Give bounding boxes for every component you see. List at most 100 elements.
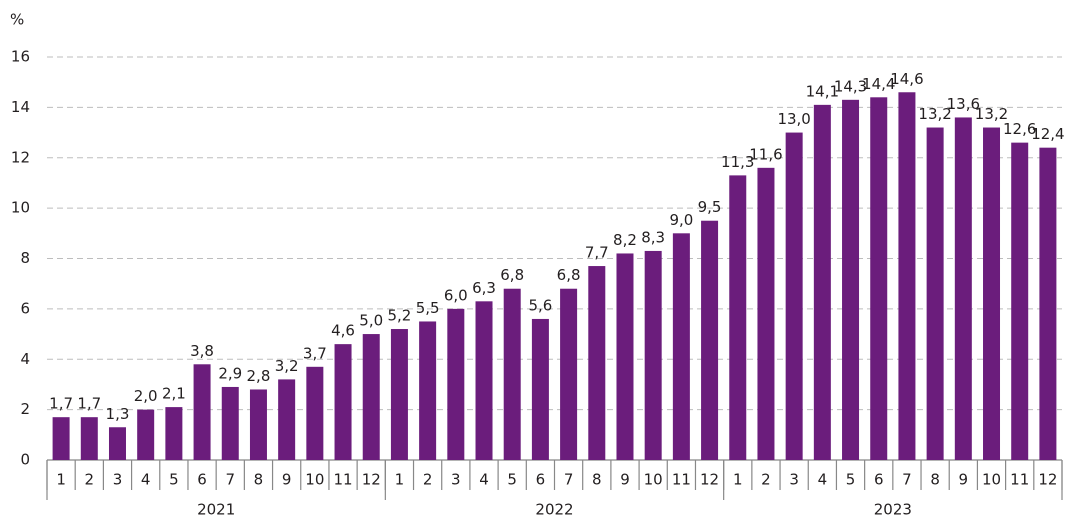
bar <box>137 409 155 460</box>
bar <box>108 427 126 460</box>
value-label: 1,7 <box>49 395 73 413</box>
bar <box>1011 142 1029 460</box>
bar <box>701 220 719 460</box>
bar <box>475 301 493 460</box>
value-label: 5,2 <box>388 307 412 325</box>
x-tick-label: 11 <box>672 471 691 489</box>
value-label: 14,1 <box>806 82 839 100</box>
value-label: 4,6 <box>331 322 355 340</box>
bar <box>785 132 803 460</box>
value-label: 2,9 <box>218 364 242 382</box>
x-tick-label: 9 <box>959 471 969 489</box>
group-label: 2023 <box>874 501 912 518</box>
value-label: 13,6 <box>947 95 980 113</box>
bar <box>644 250 662 460</box>
bar <box>165 407 183 460</box>
value-label: 13,2 <box>975 105 1008 123</box>
value-label: 13,2 <box>918 105 951 123</box>
bar <box>278 379 296 460</box>
value-label: 8,3 <box>641 228 665 246</box>
x-tick-label: 5 <box>846 471 856 489</box>
bar <box>249 389 267 460</box>
value-label: 7,7 <box>585 244 609 262</box>
x-tick-label: 2 <box>761 471 771 489</box>
x-tick-label: 11 <box>333 471 352 489</box>
bar <box>80 417 98 460</box>
value-label: 11,6 <box>749 145 782 163</box>
value-label: 12,6 <box>1003 120 1036 138</box>
value-label: 14,6 <box>890 70 923 88</box>
bar <box>193 364 211 460</box>
value-label: 3,7 <box>303 344 327 362</box>
bar <box>898 92 916 460</box>
bar <box>531 318 549 460</box>
x-tick-label: 10 <box>305 471 324 489</box>
x-tick-label: 3 <box>451 471 461 489</box>
value-label: 6,0 <box>444 286 468 304</box>
bar <box>503 288 521 460</box>
bar <box>447 308 465 460</box>
bar <box>616 253 634 460</box>
x-tick-label: 6 <box>536 471 546 489</box>
x-tick-label: 7 <box>564 471 574 489</box>
bar <box>813 104 831 460</box>
bar <box>757 167 775 460</box>
bar <box>983 127 1001 461</box>
value-label: 1,3 <box>106 405 130 423</box>
bar <box>52 417 70 460</box>
value-label: 5,5 <box>416 299 440 317</box>
bar <box>1039 147 1057 461</box>
x-tick-label: 6 <box>197 471 207 489</box>
y-tick-label: 14 <box>11 98 30 116</box>
y-tick-label: 0 <box>20 451 30 469</box>
bar <box>729 175 747 460</box>
value-label: 5,6 <box>528 296 552 314</box>
value-label: 9,5 <box>698 198 722 216</box>
y-tick-label: 10 <box>11 199 30 217</box>
value-label: 2,1 <box>162 385 186 403</box>
x-tick-label: 10 <box>644 471 663 489</box>
x-tick-label: 9 <box>282 471 292 489</box>
y-axis-label: % <box>10 11 24 29</box>
value-label: 6,8 <box>557 266 581 284</box>
group-label: 2021 <box>197 501 235 518</box>
value-label: 9,0 <box>669 211 693 229</box>
x-tick-label: 8 <box>254 471 264 489</box>
value-label: 14,3 <box>834 77 867 95</box>
y-tick-label: 4 <box>20 350 30 368</box>
value-label: 5,0 <box>359 312 383 330</box>
x-tick-label: 5 <box>169 471 179 489</box>
x-tick-label: 9 <box>620 471 630 489</box>
value-label: 1,7 <box>77 395 101 413</box>
value-label: 14,4 <box>862 75 895 93</box>
x-tick-label: 2 <box>423 471 433 489</box>
x-tick-label: 4 <box>141 471 151 489</box>
bar <box>362 334 380 460</box>
value-label: 3,8 <box>190 342 214 360</box>
bar <box>334 344 352 460</box>
bar <box>390 329 408 460</box>
x-tick-label: 11 <box>1010 471 1029 489</box>
x-tick-label: 12 <box>362 471 381 489</box>
x-tick-label: 7 <box>225 471 235 489</box>
bar <box>672 233 690 460</box>
bar <box>842 99 860 460</box>
bar <box>870 97 888 461</box>
bar <box>306 366 324 460</box>
bar <box>954 117 972 460</box>
value-label: 13,0 <box>777 110 810 128</box>
value-label: 6,3 <box>472 279 496 297</box>
y-tick-label: 6 <box>20 299 30 317</box>
x-tick-label: 7 <box>902 471 912 489</box>
x-tick-label: 3 <box>789 471 799 489</box>
x-tick-label: 8 <box>592 471 602 489</box>
x-tick-label: 10 <box>982 471 1001 489</box>
x-tick-label: 1 <box>395 471 405 489</box>
value-label: 3,2 <box>275 357 299 375</box>
value-label: 6,8 <box>500 266 524 284</box>
y-tick-label: 12 <box>11 148 30 166</box>
value-label: 8,2 <box>613 231 637 249</box>
x-tick-label: 5 <box>507 471 517 489</box>
bar <box>419 321 437 460</box>
